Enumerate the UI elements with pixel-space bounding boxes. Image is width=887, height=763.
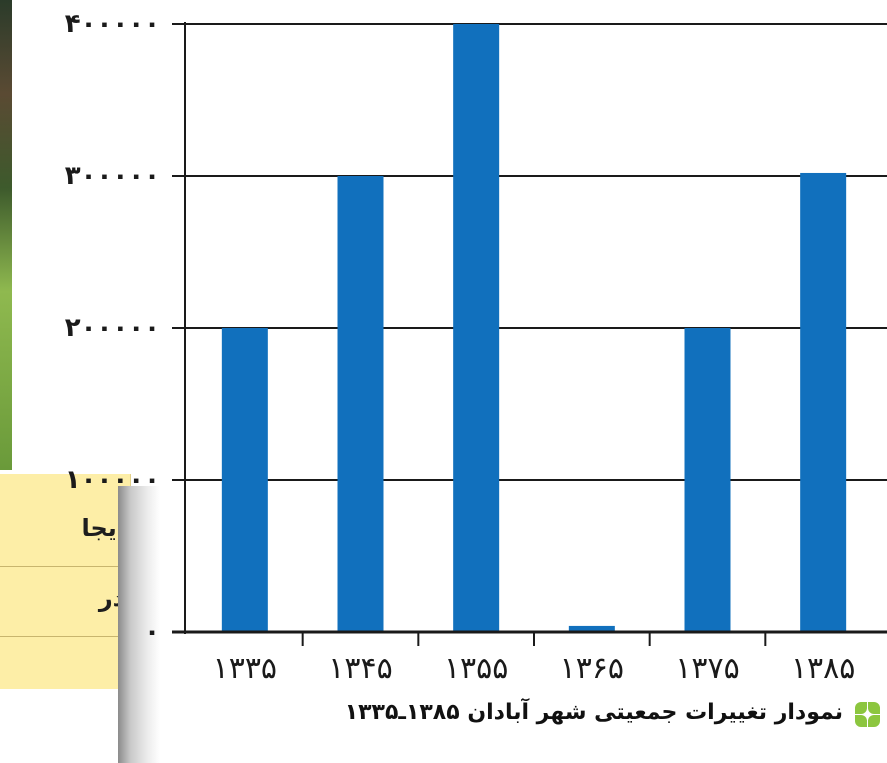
bar	[453, 24, 500, 632]
side-note-rule	[0, 636, 120, 637]
x-tick-label: ۱۳۳۵	[213, 651, 277, 686]
leaf-clover-icon	[853, 700, 881, 728]
x-tick-label: ۱۳۶۵	[560, 651, 624, 686]
bar	[684, 328, 731, 632]
y-tick-label: ۲۰۰۰۰۰	[65, 313, 160, 343]
bar	[800, 172, 847, 632]
bars	[221, 24, 847, 632]
x-tick-label: ۱۳۵۵	[444, 651, 508, 686]
side-note-line-1: ایجا	[81, 514, 125, 542]
population-bar-chart: ۰ ۱۰۰۰۰۰ ۲۰۰۰۰۰ ۳۰۰۰۰۰ ۴۰۰۰۰۰ ۱۳۳۵ ۱۳۴۵ ۱۳۵۵ ۱۳۶…	[65, 9, 887, 686]
background-photo-strip	[0, 0, 12, 470]
x-tick-label: ۱۳۷۵	[675, 651, 739, 686]
y-tick-label: ۰	[144, 617, 160, 647]
x-tick-label: ۱۳۸۵	[791, 651, 855, 686]
page-shadow-strip	[118, 486, 160, 763]
gridlines	[185, 23, 887, 633]
y-tick-label: ۴۰۰۰۰۰	[65, 9, 160, 39]
bar	[221, 328, 268, 632]
chart-caption: نمودار تغییرات جمعیتی شهر آبادان ۱۳۸۵ـ۱۳…	[344, 700, 843, 725]
bar	[568, 625, 615, 632]
bar	[337, 176, 384, 632]
y-tick-label: ۱۰۰۰۰۰	[65, 465, 160, 495]
x-tick-label: ۱۳۴۵	[328, 651, 392, 686]
tick-labels: ۰ ۱۰۰۰۰۰ ۲۰۰۰۰۰ ۳۰۰۰۰۰ ۴۰۰۰۰۰ ۱۳۳۵ ۱۳۴۵ ۱۳۵۵ ۱۳۶…	[65, 9, 855, 686]
y-tick-label: ۳۰۰۰۰۰	[65, 161, 160, 191]
axes	[172, 22, 887, 646]
side-note-rule	[0, 566, 120, 567]
